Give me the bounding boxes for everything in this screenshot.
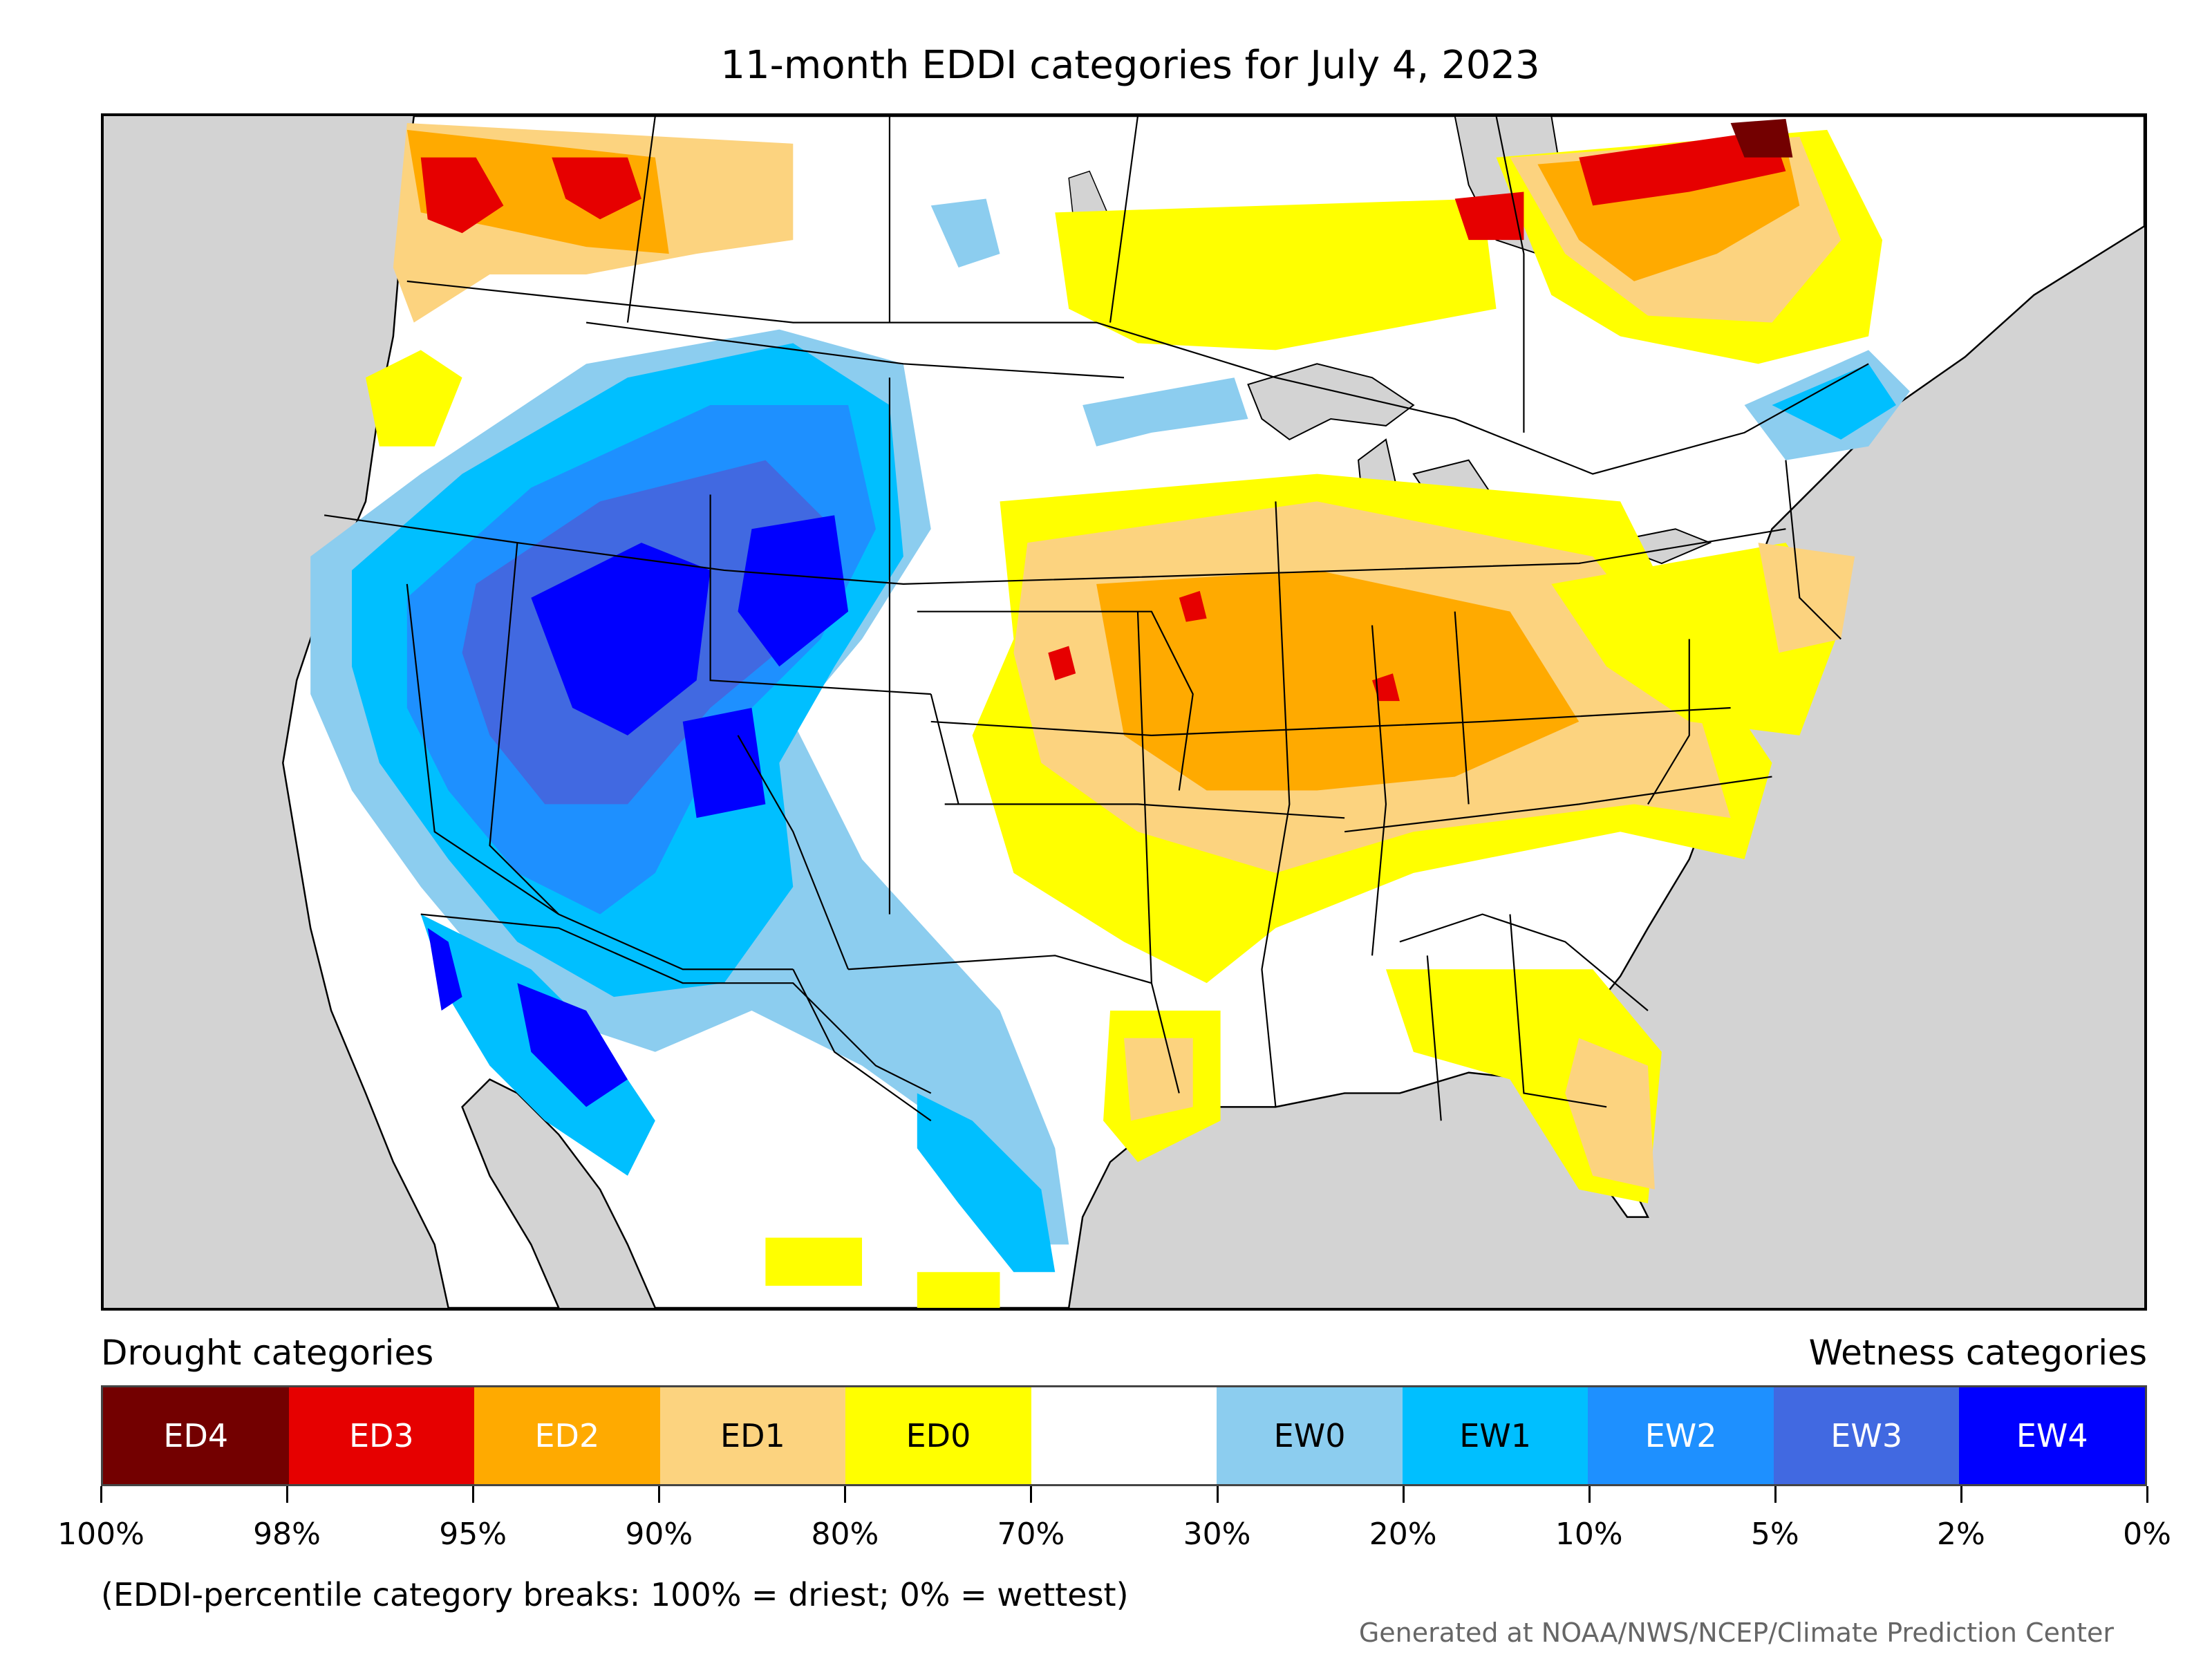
state-boundaries — [324, 321, 1841, 1122]
colorbar-tick-label: 0% — [2123, 1517, 2171, 1552]
colorbar-tick — [1216, 1486, 1219, 1503]
colorbar-tick — [2146, 1486, 2148, 1503]
colorbar-tick — [100, 1486, 102, 1503]
drought-categories-heading: Drought categories — [101, 1333, 434, 1373]
colorbar-segment — [1031, 1387, 1217, 1484]
colorbar-tick — [472, 1486, 475, 1503]
colorbar-segment: ED1 — [659, 1387, 846, 1484]
colorbar-tick — [1402, 1486, 1405, 1503]
drought-areas — [365, 118, 1883, 1308]
colorbar-segment: ED4 — [103, 1387, 289, 1484]
colorbar-segment: EW4 — [1959, 1387, 2146, 1484]
colorbar-ticks — [100, 1486, 2148, 1507]
colorbar-tick-label: 20% — [1369, 1517, 1437, 1552]
colorbar-segment: ED3 — [288, 1387, 475, 1484]
map-frame — [101, 113, 2147, 1311]
colorbar-segment: EW2 — [1588, 1387, 1774, 1484]
colorbar-segment: ED0 — [845, 1387, 1031, 1484]
colorbar-tick — [1960, 1486, 1962, 1503]
colorbar-tick-label: 70% — [997, 1517, 1065, 1552]
colorbar-tick — [1588, 1486, 1591, 1503]
category-colorbar: ED4 ED3 ED2 ED1 ED0 EW0 EW1 EW2 EW3 EW4 — [101, 1385, 2147, 1486]
map-title: 11-month EDDI categories for July 4, 202… — [720, 43, 1540, 88]
country-boundaries — [406, 116, 1869, 1094]
colorbar-tick-label: 2% — [1937, 1517, 1985, 1552]
colorbar-tick-labels: 100% 98% 95% 90% 80% 70% 30% 20% 10% 5% 2% 0% — [57, 1517, 2171, 1558]
colorbar-tick-label: 80% — [811, 1517, 879, 1552]
colorbar-tick — [1774, 1486, 1777, 1503]
colorbar-tick — [844, 1486, 847, 1503]
colorbar-tick-label: 95% — [439, 1517, 507, 1552]
colorbar-tick — [286, 1486, 289, 1503]
wetness-categories-heading: Wetness categories — [1808, 1333, 2147, 1373]
colorbar-tick-label: 30% — [1183, 1517, 1251, 1552]
colorbar-segment: EW0 — [1217, 1387, 1403, 1484]
colorbar-tick-label: 100% — [57, 1517, 144, 1552]
colorbar-tick — [658, 1486, 661, 1503]
colorbar-tick-label: 10% — [1555, 1517, 1623, 1552]
eddi-map — [282, 116, 2144, 1308]
colorbar-tick-label: 98% — [253, 1517, 321, 1552]
credit-line: Generated at NOAA/NWS/NCEP/Climate Predi… — [1358, 1618, 2114, 1648]
colorbar-tick-label: 90% — [625, 1517, 693, 1552]
wetness-areas — [310, 198, 1910, 1273]
colorbar-tick-label: 5% — [1750, 1517, 1799, 1552]
colorbar-tick — [1030, 1486, 1033, 1503]
colorbar-segment: EW1 — [1402, 1387, 1588, 1484]
colorbar-segment: EW3 — [1773, 1387, 1960, 1484]
category-breaks-note: (EDDI-percentile category breaks: 100% =… — [101, 1576, 1129, 1613]
colorbar-segment: ED2 — [474, 1387, 660, 1484]
